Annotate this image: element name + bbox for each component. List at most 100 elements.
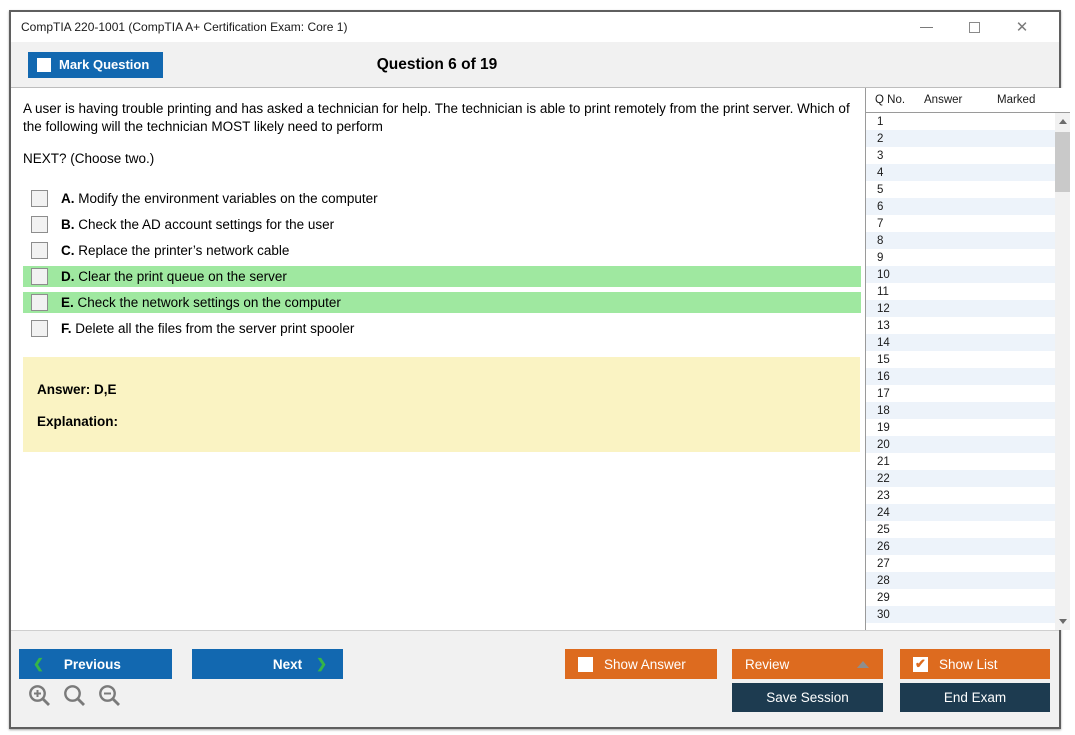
review-button[interactable]: Review bbox=[732, 649, 883, 679]
mark-question-label: Mark Question bbox=[59, 57, 150, 72]
question-list-row-13[interactable]: 13 bbox=[877, 319, 890, 332]
question-panel: A user is having trouble printing and ha… bbox=[11, 88, 865, 630]
main-area: A user is having trouble printing and ha… bbox=[11, 88, 1070, 630]
option-label: E. Check the network settings on the com… bbox=[61, 295, 341, 310]
question-list-row-8[interactable]: 8 bbox=[866, 232, 1055, 249]
review-label: Review bbox=[745, 656, 790, 672]
explanation-label: Explanation: bbox=[37, 414, 119, 429]
show-list-label: Show List bbox=[939, 656, 998, 672]
option-row-c[interactable]: C. Replace the printer’s network cable bbox=[23, 240, 861, 261]
option-row-e[interactable]: E. Check the network settings on the com… bbox=[23, 292, 861, 313]
question-list-row-16[interactable]: 16 bbox=[866, 368, 1055, 385]
option-row-b[interactable]: B. Check the AD account settings for the… bbox=[23, 214, 861, 235]
option-checkbox-e[interactable] bbox=[31, 294, 48, 311]
chevron-left-icon: ❮ bbox=[33, 656, 44, 671]
show-answer-button[interactable]: Show Answer bbox=[565, 649, 717, 679]
question-list-row-10[interactable]: 10 bbox=[866, 266, 1055, 283]
question-list-row-20[interactable]: 20 bbox=[866, 436, 1055, 453]
question-list-row-17[interactable]: 17 bbox=[877, 387, 890, 400]
question-list-row-4[interactable]: 4 bbox=[866, 164, 1055, 181]
column-qno: Q No. bbox=[875, 94, 906, 106]
question-list-row-21[interactable]: 21 bbox=[877, 455, 890, 468]
question-list-row-3[interactable]: 3 bbox=[877, 149, 884, 162]
close-icon[interactable]: ✕ bbox=[1015, 18, 1029, 36]
end-exam-label: End Exam bbox=[943, 690, 1007, 705]
question-list-row-27[interactable]: 27 bbox=[877, 557, 890, 570]
option-label: F. Delete all the files from the server … bbox=[61, 321, 355, 336]
scroll-down-icon[interactable] bbox=[1055, 613, 1070, 630]
question-list-row-25[interactable]: 25 bbox=[877, 523, 890, 536]
question-list-row-22[interactable]: 22 bbox=[866, 470, 1055, 487]
question-list-row-15[interactable]: 15 bbox=[877, 353, 890, 366]
question-list-row-5[interactable]: 5 bbox=[877, 183, 884, 196]
save-session-label: Save Session bbox=[766, 690, 849, 705]
question-counter: Question 6 of 19 bbox=[376, 55, 498, 73]
question-list-row-9[interactable]: 9 bbox=[877, 251, 884, 264]
next-button[interactable]: Next ❯ bbox=[192, 649, 343, 679]
question-list-header: Q No. Answer Marked bbox=[866, 88, 1070, 113]
question-list-row-2[interactable]: 2 bbox=[866, 130, 1055, 147]
question-list-row-14[interactable]: 14 bbox=[866, 334, 1055, 351]
mark-question-button[interactable]: Mark Question bbox=[28, 51, 164, 78]
option-checkbox-a[interactable] bbox=[31, 190, 48, 207]
option-checkbox-b[interactable] bbox=[31, 216, 48, 233]
window-controls: ✕ bbox=[917, 18, 1049, 36]
column-answer: Answer bbox=[924, 94, 963, 106]
show-list-button[interactable]: ✔ Show List bbox=[900, 649, 1050, 679]
previous-label: Previous bbox=[63, 656, 121, 672]
title-bar: CompTIA 220-1001 (CompTIA A+ Certificati… bbox=[11, 12, 1059, 42]
end-exam-button[interactable]: End Exam bbox=[900, 683, 1050, 712]
zoom-in-icon[interactable] bbox=[27, 683, 53, 709]
previous-button[interactable]: ❮ Previous bbox=[19, 649, 172, 679]
question-list-row-30[interactable]: 30 bbox=[866, 606, 1055, 623]
exam-window: CompTIA 220-1001 (CompTIA A+ Certificati… bbox=[9, 10, 1070, 729]
question-list-row-1[interactable]: 1 bbox=[877, 115, 884, 128]
question-list-row-7[interactable]: 7 bbox=[877, 217, 884, 230]
footer-bar: ❮ Previous Next ❯ Show Answer Review ✔ S… bbox=[11, 630, 1059, 727]
option-checkbox-f[interactable] bbox=[31, 320, 48, 337]
show-answer-label: Show Answer bbox=[604, 656, 686, 672]
option-label: C. Replace the printer’s network cable bbox=[61, 243, 290, 258]
question-list-row-28[interactable]: 28 bbox=[866, 572, 1055, 589]
question-list-row-29[interactable]: 29 bbox=[877, 591, 890, 604]
options-list: A. Modify the environment variables on t… bbox=[23, 188, 861, 339]
window-title: CompTIA 220-1001 (CompTIA A+ Certificati… bbox=[21, 20, 348, 34]
question-text: A user is having trouble printing and ha… bbox=[23, 101, 850, 134]
option-checkbox-d[interactable] bbox=[31, 268, 48, 285]
show-list-checkbox[interactable]: ✔ bbox=[913, 656, 928, 672]
question-list-row-18[interactable]: 18 bbox=[866, 402, 1055, 419]
option-checkbox-c[interactable] bbox=[31, 242, 48, 259]
question-list-row-11[interactable]: 11 bbox=[877, 285, 889, 298]
option-label: A. Modify the environment variables on t… bbox=[61, 191, 378, 206]
maximize-icon[interactable] bbox=[965, 18, 983, 36]
next-label: Next bbox=[272, 656, 303, 672]
triangle-up-icon bbox=[857, 661, 869, 668]
option-row-f[interactable]: F. Delete all the files from the server … bbox=[23, 318, 861, 339]
question-list-scrollbar[interactable] bbox=[1055, 113, 1070, 630]
question-list-row-26[interactable]: 26 bbox=[866, 538, 1055, 555]
zoom-tools bbox=[27, 683, 123, 709]
question-list-row-6[interactable]: 6 bbox=[866, 198, 1055, 215]
zoom-out-icon[interactable] bbox=[97, 683, 123, 709]
question-list-row-23[interactable]: 23 bbox=[877, 489, 890, 502]
question-list: 1 2 3 4 5 6 7 8 9 10 11 12 13 14 15 16 17 18 19 20 21 22 23 24 2… bbox=[866, 113, 1070, 630]
option-label: B. Check the AD account settings for the… bbox=[61, 217, 335, 232]
save-session-button[interactable]: Save Session bbox=[732, 683, 883, 712]
header-bar: Mark Question Question 6 of 19 bbox=[11, 42, 1059, 88]
mark-question-checkbox[interactable] bbox=[37, 57, 51, 72]
scrollbar-thumb[interactable] bbox=[1055, 132, 1070, 192]
question-list-row-12[interactable]: 12 bbox=[866, 300, 1055, 317]
answer-label: Answer: D,E bbox=[37, 382, 117, 397]
question-text-2: NEXT? (Choose two.) bbox=[23, 151, 155, 166]
option-row-a[interactable]: A. Modify the environment variables on t… bbox=[23, 188, 861, 209]
column-marked: Marked bbox=[997, 94, 1036, 106]
minimize-icon[interactable] bbox=[917, 18, 935, 36]
question-list-row-24[interactable]: 24 bbox=[866, 504, 1055, 521]
option-row-d[interactable]: D. Clear the print queue on the server bbox=[23, 266, 861, 287]
scroll-up-icon[interactable] bbox=[1055, 113, 1070, 130]
option-label: D. Clear the print queue on the server bbox=[61, 269, 287, 284]
show-answer-checkbox[interactable] bbox=[578, 656, 593, 672]
question-list-row-19[interactable]: 19 bbox=[877, 421, 890, 434]
zoom-reset-icon[interactable] bbox=[62, 683, 88, 709]
answer-box: Answer: D,E Explanation: bbox=[23, 357, 860, 452]
